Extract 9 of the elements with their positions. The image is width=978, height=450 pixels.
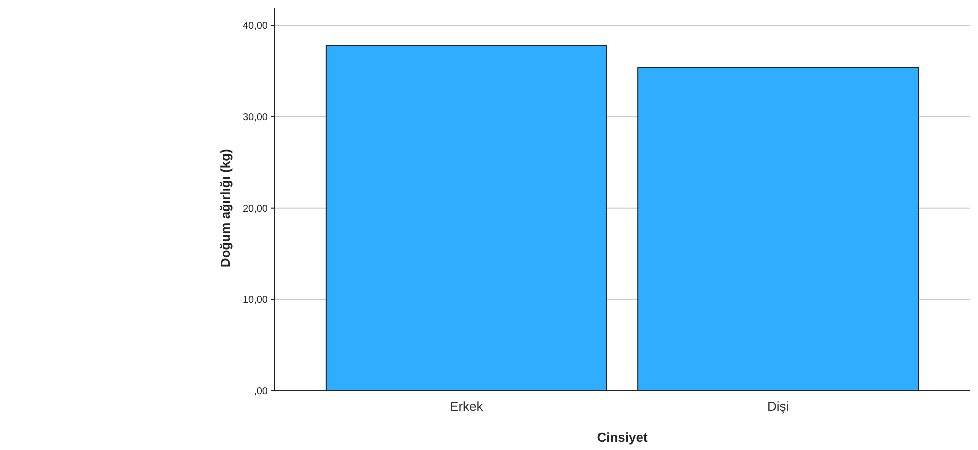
x-tick-label: Dişi (767, 399, 790, 414)
y-tick-label: ,00 (254, 386, 268, 398)
x-axis-title: Cinsiyet (597, 430, 648, 445)
y-tick-label: 10,00 (242, 295, 268, 306)
y-tick-label: 30,00 (242, 112, 268, 124)
x-tick-label: Erkek (450, 399, 484, 414)
y-tick-label: 20,00 (242, 204, 268, 215)
y-axis-title: Doğum ağırlığı (kg) (218, 149, 233, 268)
y-tick-label: 40,00 (242, 21, 268, 32)
